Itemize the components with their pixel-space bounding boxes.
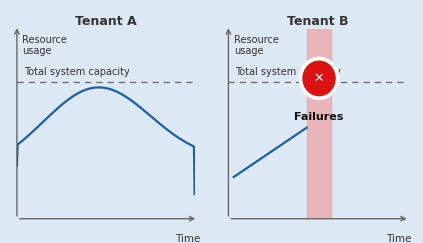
Title: Tenant B: Tenant B bbox=[286, 15, 348, 28]
Text: Total system capacity: Total system capacity bbox=[24, 67, 130, 77]
Circle shape bbox=[299, 57, 339, 100]
Text: ✕: ✕ bbox=[314, 72, 324, 85]
Text: Total system capacity: Total system capacity bbox=[236, 67, 341, 77]
Bar bbox=[307, 29, 332, 219]
Text: Resource
usage: Resource usage bbox=[22, 35, 67, 56]
Text: Failures: Failures bbox=[294, 112, 344, 122]
Title: Tenant A: Tenant A bbox=[75, 15, 137, 28]
Text: Time: Time bbox=[386, 234, 412, 243]
Text: Resource
usage: Resource usage bbox=[234, 35, 279, 56]
Circle shape bbox=[301, 60, 337, 97]
Text: Time: Time bbox=[175, 234, 200, 243]
